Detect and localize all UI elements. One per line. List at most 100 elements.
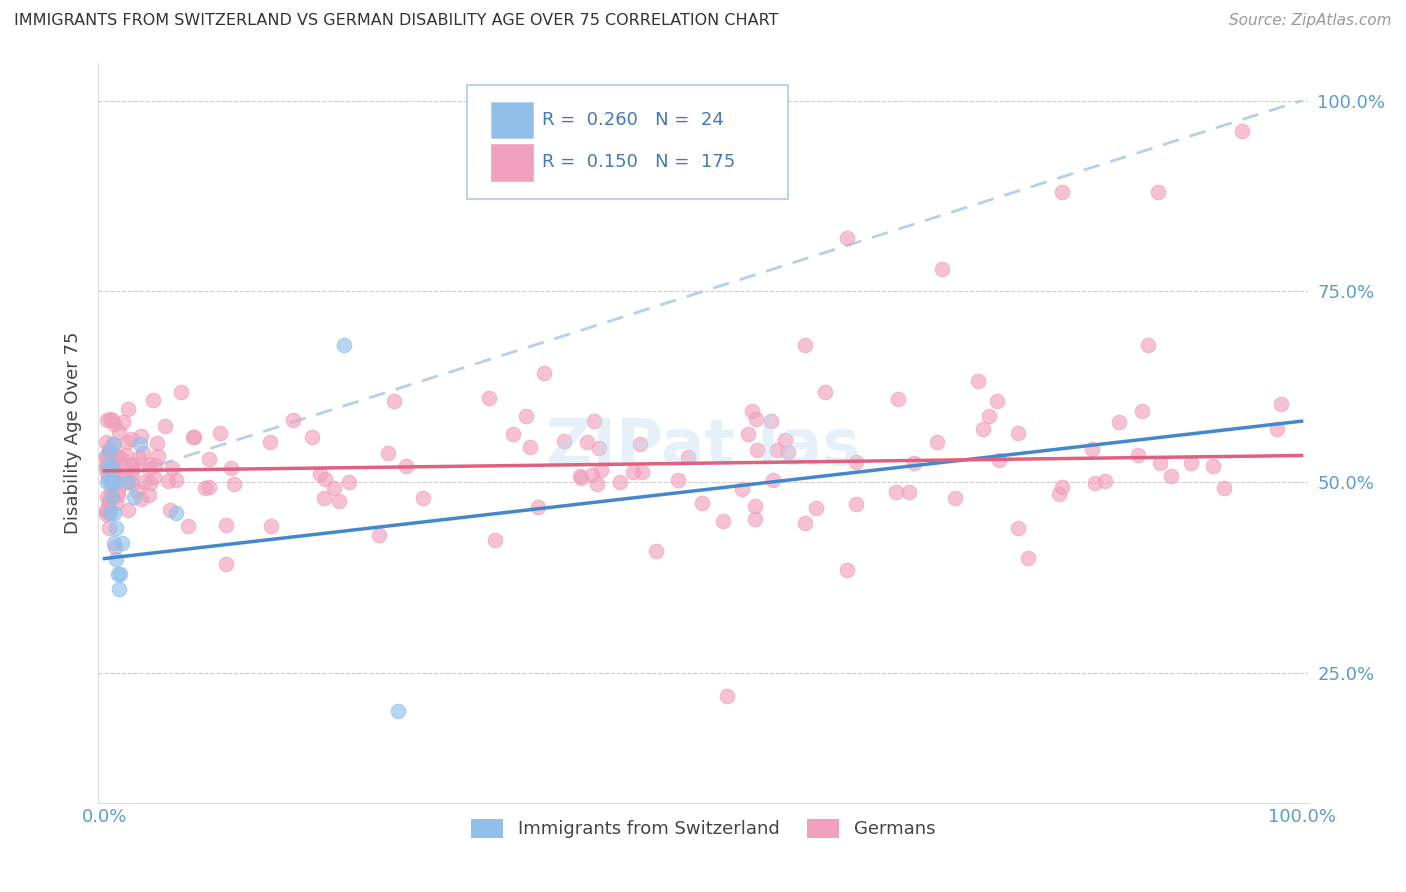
Point <box>142 393 165 408</box>
Point <box>94 449 117 463</box>
Point <box>666 473 689 487</box>
Point <box>1147 185 1170 199</box>
Point <box>121 462 143 476</box>
Point <box>281 413 304 427</box>
Point <box>101 475 124 490</box>
Point <box>1017 550 1039 565</box>
Point <box>1230 124 1253 138</box>
Point <box>1270 397 1292 411</box>
Point <box>814 385 837 400</box>
Point <box>377 446 399 460</box>
Point <box>1265 422 1288 436</box>
Point <box>1130 404 1153 418</box>
Point <box>121 458 143 472</box>
Point <box>553 434 575 448</box>
Point <box>886 392 908 406</box>
Point <box>97 460 120 475</box>
FancyBboxPatch shape <box>492 102 533 138</box>
Point <box>333 338 356 352</box>
Point <box>100 506 122 520</box>
Point <box>165 473 187 487</box>
Point <box>925 435 948 450</box>
Point <box>96 412 118 426</box>
Text: Source: ZipAtlas.com: Source: ZipAtlas.com <box>1229 13 1392 29</box>
Point <box>591 463 613 477</box>
Point <box>100 484 122 499</box>
Point <box>515 409 537 424</box>
Point <box>107 566 129 581</box>
Point <box>741 404 763 418</box>
Point <box>312 491 335 505</box>
Point <box>198 480 221 494</box>
Point <box>160 460 183 475</box>
Point <box>117 475 139 490</box>
FancyBboxPatch shape <box>492 145 533 180</box>
Point <box>107 483 129 498</box>
Point <box>100 450 122 465</box>
Point <box>100 475 122 490</box>
Point <box>1081 442 1104 456</box>
Point <box>108 566 131 581</box>
Point <box>117 502 139 516</box>
Point <box>96 435 118 450</box>
Point <box>776 445 799 459</box>
Point <box>337 475 360 489</box>
Point <box>328 494 350 508</box>
Point <box>972 422 994 436</box>
Point <box>100 455 122 469</box>
Point <box>533 366 555 380</box>
Point <box>477 391 499 405</box>
Point <box>931 261 953 276</box>
Point <box>170 384 193 399</box>
Point <box>323 481 346 495</box>
Point <box>897 484 920 499</box>
Point <box>1180 456 1202 470</box>
Point <box>731 482 754 496</box>
Text: ZIPat las: ZIPat las <box>546 417 860 478</box>
Point <box>165 506 187 520</box>
Point <box>527 500 550 514</box>
Point <box>98 493 121 508</box>
Point <box>96 490 118 504</box>
Point <box>94 450 117 464</box>
Point <box>716 689 738 703</box>
Point <box>1007 425 1029 440</box>
Point <box>121 476 143 491</box>
Point <box>111 536 134 550</box>
Point <box>103 417 125 431</box>
Point <box>794 516 817 530</box>
Point <box>100 413 122 427</box>
Point <box>676 450 699 464</box>
Point <box>845 455 868 469</box>
Point <box>156 474 179 488</box>
Point <box>110 458 132 472</box>
Point <box>692 496 714 510</box>
Point <box>609 475 631 489</box>
Point <box>107 582 129 596</box>
Point <box>138 462 160 476</box>
Point <box>260 519 283 533</box>
Point <box>98 444 121 458</box>
Point <box>104 465 127 479</box>
Point <box>129 429 152 443</box>
Point <box>966 374 988 388</box>
Point <box>219 461 242 475</box>
Point <box>367 528 389 542</box>
Point <box>1084 476 1107 491</box>
Point <box>103 506 125 520</box>
Point <box>97 470 120 484</box>
Point <box>94 508 117 522</box>
Point <box>1202 458 1225 473</box>
Point <box>125 484 148 499</box>
Point <box>108 425 131 439</box>
Point <box>138 488 160 502</box>
Point <box>224 477 246 491</box>
Point <box>943 491 966 506</box>
Point <box>631 465 654 479</box>
Point <box>259 435 281 450</box>
Point <box>215 557 238 571</box>
Point <box>94 461 117 475</box>
Point <box>1160 468 1182 483</box>
Point <box>412 491 434 505</box>
Point <box>177 518 200 533</box>
